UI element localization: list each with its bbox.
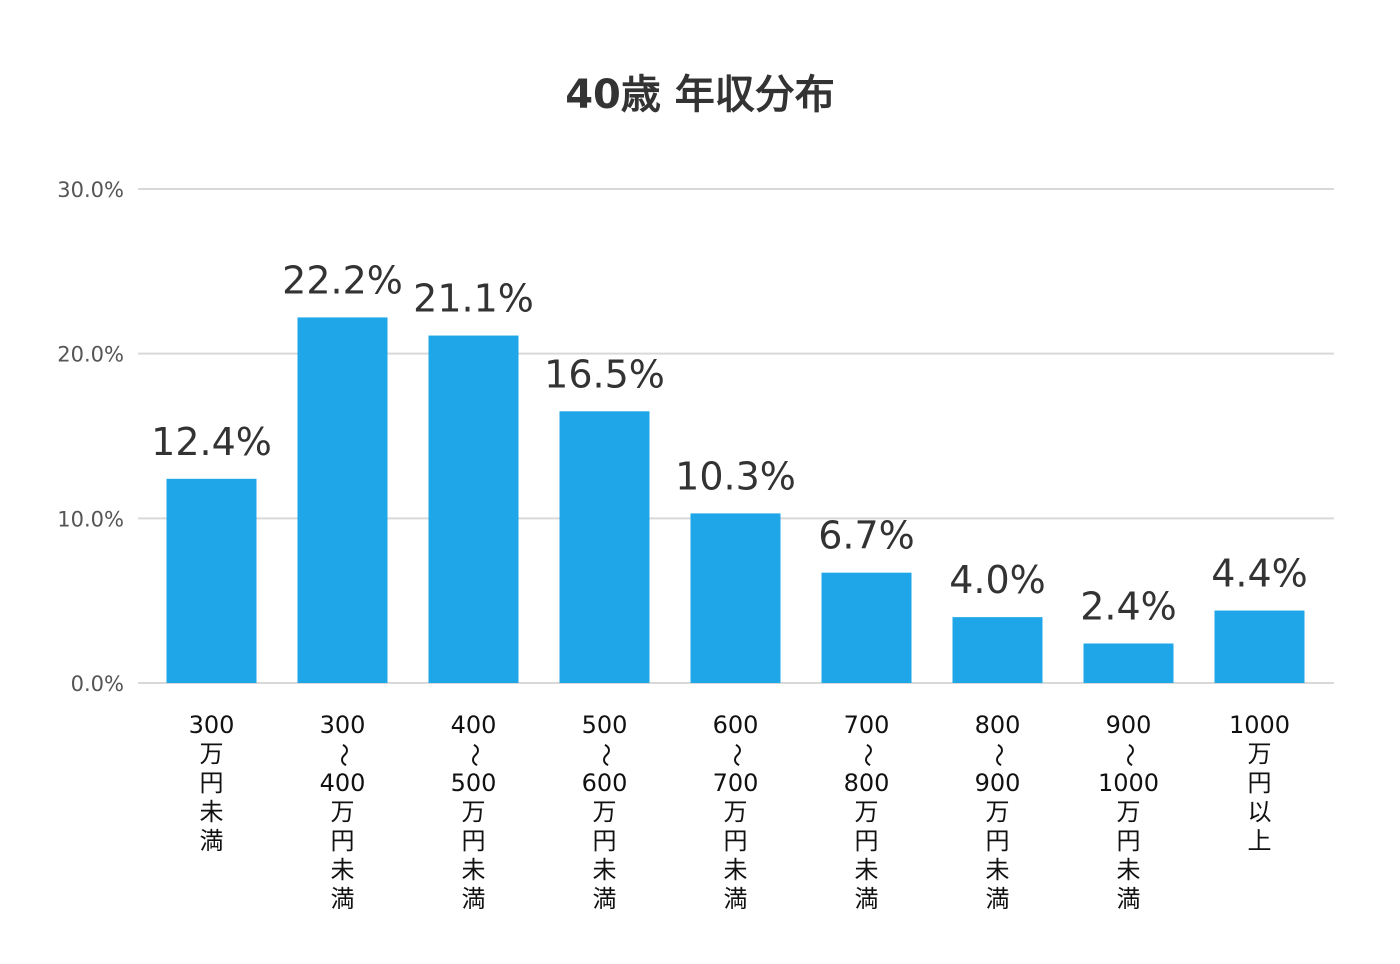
x-category-label: ～ — [461, 743, 489, 767]
x-category-label: 800 — [844, 769, 890, 797]
x-category-label: 満 — [855, 885, 879, 913]
x-category-label: 万 — [331, 798, 355, 826]
x-category-label: 未 — [593, 856, 617, 884]
x-category-label: 未 — [462, 856, 486, 884]
x-category-label: 万 — [200, 740, 224, 768]
x-category-label: 円 — [1248, 769, 1272, 797]
x-category-label: 円 — [593, 827, 617, 855]
x-category-label: 万 — [1248, 740, 1272, 768]
bar — [1083, 643, 1174, 683]
x-category-label: 1000 — [1229, 711, 1290, 739]
x-category-label: 万 — [986, 798, 1010, 826]
x-category-label: ～ — [723, 743, 751, 767]
data-label: 12.4% — [151, 420, 272, 464]
data-labels: 12.4% 22.2% 21.1%16.5% 10.3% 6.7% 4.0% 2.4% 4.4… — [151, 258, 1308, 628]
x-category-label: 満 — [724, 885, 748, 913]
bar — [952, 617, 1043, 683]
y-axis-ticks: 0.0% 10.0% 20.0% 30.0% — [57, 178, 124, 696]
x-category-label: 満 — [331, 885, 355, 913]
data-label: 6.7% — [818, 514, 915, 558]
x-category-label: 未 — [1117, 856, 1141, 884]
bar — [166, 478, 257, 683]
data-label: 4.4% — [1211, 552, 1308, 596]
bars — [166, 317, 1305, 683]
x-category-label: 400 — [451, 711, 497, 739]
x-category-label: ～ — [330, 743, 358, 767]
x-category-label: 万 — [724, 798, 748, 826]
x-category-label: 700 — [844, 711, 890, 739]
x-axis-categories: 300万円未満300～400万円未満400～500万円未満500～600万円未満… — [189, 711, 1290, 913]
x-category-label: 万 — [462, 798, 486, 826]
x-category-label: 900 — [1106, 711, 1152, 739]
x-category-label: 満 — [986, 885, 1010, 913]
x-category-label: 800 — [975, 711, 1021, 739]
bar — [1214, 610, 1305, 683]
bar — [821, 572, 912, 683]
data-label: 16.5% — [544, 352, 665, 396]
bar — [559, 411, 650, 683]
x-category-label: 満 — [593, 885, 617, 913]
x-category-label: 1000 — [1098, 769, 1159, 797]
x-category-label: ～ — [1116, 743, 1144, 767]
x-category-label: 万 — [593, 798, 617, 826]
y-tick-label: 0.0% — [71, 672, 124, 696]
bar — [428, 335, 519, 683]
x-category-label: 以 — [1248, 798, 1272, 826]
x-category-label: 未 — [724, 856, 748, 884]
data-label: 4.0% — [949, 558, 1046, 602]
x-category-label: 未 — [986, 856, 1010, 884]
x-category-label: 満 — [1117, 885, 1141, 913]
x-category-label: 600 — [713, 711, 759, 739]
x-category-label: 円 — [462, 827, 486, 855]
x-category-label: ～ — [854, 743, 882, 767]
x-category-label: 円 — [986, 827, 1010, 855]
data-label: 2.4% — [1080, 584, 1177, 628]
y-tick-label: 10.0% — [57, 507, 124, 531]
y-tick-label: 30.0% — [57, 178, 124, 202]
x-category-label: 500 — [451, 769, 497, 797]
x-category-label: ～ — [985, 743, 1013, 767]
x-category-label: 円 — [1117, 827, 1141, 855]
x-category-label: 満 — [200, 827, 224, 855]
bar — [690, 513, 781, 683]
x-category-label: 万 — [855, 798, 879, 826]
x-category-label: 上 — [1248, 827, 1272, 855]
x-category-label: 500 — [582, 711, 628, 739]
x-category-label: 円 — [724, 827, 748, 855]
x-category-label: 未 — [331, 856, 355, 884]
x-category-label: 400 — [320, 769, 366, 797]
x-category-label: 600 — [582, 769, 628, 797]
x-category-label: 300 — [189, 711, 235, 739]
chart-title: 40歳 年収分布 — [565, 72, 835, 118]
x-category-label: 満 — [462, 885, 486, 913]
x-category-label: 未 — [200, 798, 224, 826]
x-category-label: 700 — [713, 769, 759, 797]
data-label: 21.1% — [413, 277, 534, 321]
x-category-label: 900 — [975, 769, 1021, 797]
x-category-label: ～ — [592, 743, 620, 767]
x-category-label: 円 — [855, 827, 879, 855]
y-tick-label: 20.0% — [57, 343, 124, 367]
data-label: 10.3% — [675, 454, 796, 498]
x-category-label: 300 — [320, 711, 366, 739]
x-category-label: 万 — [1117, 798, 1141, 826]
bar — [297, 317, 388, 683]
data-label: 22.2% — [282, 258, 403, 302]
x-category-label: 円 — [331, 827, 355, 855]
x-category-label: 未 — [855, 856, 879, 884]
x-category-label: 円 — [200, 769, 224, 797]
